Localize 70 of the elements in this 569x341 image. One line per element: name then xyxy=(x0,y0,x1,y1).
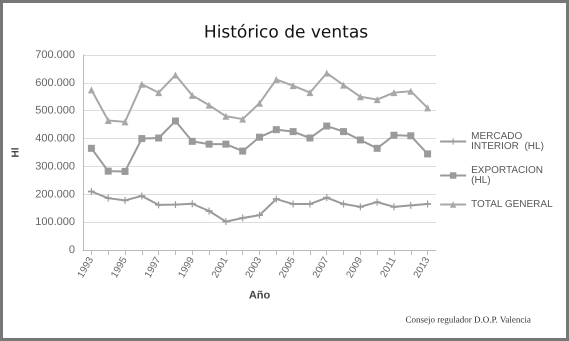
point xyxy=(424,150,432,158)
y-tick-label: 400.000 xyxy=(35,132,75,145)
y-tick-label: 700.000 xyxy=(35,49,75,61)
legend-label: MERCADO INTERIOR (HL) xyxy=(471,131,544,152)
point xyxy=(122,168,129,175)
point xyxy=(206,102,213,109)
point xyxy=(188,138,196,145)
point xyxy=(155,89,162,96)
y-tick-label: 600.000 xyxy=(35,76,75,89)
point xyxy=(323,194,330,202)
point xyxy=(272,76,280,84)
point xyxy=(424,200,432,208)
point xyxy=(122,196,129,204)
x-axis-title: Año xyxy=(248,290,270,302)
legend-label: EXPORTACION (HL) xyxy=(471,165,546,186)
point xyxy=(104,116,112,124)
point xyxy=(172,201,179,208)
point xyxy=(239,214,246,222)
point xyxy=(356,93,364,100)
point xyxy=(222,112,230,120)
point xyxy=(222,140,230,148)
point xyxy=(340,82,348,89)
point xyxy=(239,116,246,123)
point xyxy=(172,118,179,125)
y-tick-label: 200.000 xyxy=(35,188,75,200)
point xyxy=(340,200,348,208)
point xyxy=(390,132,398,139)
point xyxy=(222,218,230,226)
point xyxy=(88,188,95,195)
point xyxy=(390,89,398,96)
point xyxy=(239,148,246,155)
y-axis-title: Hl xyxy=(10,147,22,158)
y-tick-label: 300.000 xyxy=(35,160,75,172)
point xyxy=(374,96,381,104)
point xyxy=(138,192,146,200)
y-tick-label: 500.000 xyxy=(35,104,75,117)
point xyxy=(188,200,196,208)
point xyxy=(290,82,297,90)
point xyxy=(256,134,263,141)
point xyxy=(323,70,330,77)
point xyxy=(407,202,414,209)
point xyxy=(356,136,364,144)
text: Consejo regulador D.O.P. Valencia xyxy=(406,314,531,324)
point xyxy=(206,208,213,214)
point xyxy=(290,128,297,136)
point xyxy=(374,198,381,206)
point xyxy=(323,122,330,130)
point xyxy=(88,144,95,152)
point xyxy=(122,118,129,126)
point xyxy=(138,80,146,88)
point xyxy=(206,140,213,148)
point xyxy=(256,100,263,107)
y-tick-label: 0 xyxy=(68,244,75,256)
point xyxy=(138,135,146,142)
point xyxy=(104,194,112,202)
point xyxy=(104,168,112,175)
point xyxy=(374,144,381,152)
point xyxy=(306,89,314,96)
point xyxy=(88,86,95,94)
point xyxy=(424,104,432,112)
point xyxy=(272,196,280,203)
point xyxy=(340,128,348,136)
point xyxy=(188,92,196,99)
y-tick-label: 100.000 xyxy=(35,216,75,228)
point xyxy=(155,134,162,142)
point xyxy=(407,132,414,140)
point xyxy=(272,126,280,134)
chart-title: Histórico de ventas xyxy=(204,22,368,42)
legend-label: TOTAL GENERAL xyxy=(471,199,554,210)
point xyxy=(306,134,314,142)
